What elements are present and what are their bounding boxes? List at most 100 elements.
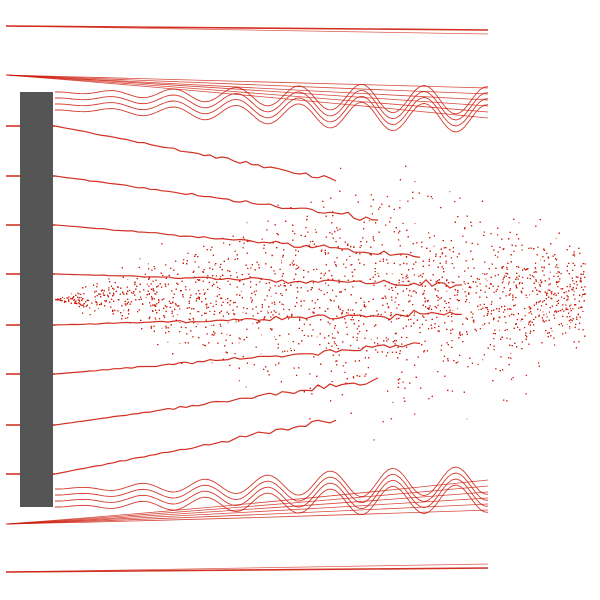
particle xyxy=(405,278,407,280)
particle xyxy=(569,328,571,330)
particle xyxy=(573,291,575,293)
particle xyxy=(260,334,262,336)
particle xyxy=(555,237,557,239)
particle xyxy=(510,352,512,354)
particle xyxy=(551,330,553,332)
particle xyxy=(466,418,468,420)
particle xyxy=(236,272,238,274)
particle xyxy=(280,260,282,262)
particle xyxy=(581,296,583,298)
particle xyxy=(468,302,470,304)
particle xyxy=(211,362,213,364)
particle xyxy=(538,282,540,284)
particle xyxy=(529,294,531,296)
particle xyxy=(277,363,279,365)
particle xyxy=(281,262,283,264)
particle xyxy=(472,320,474,322)
particle xyxy=(238,342,240,344)
particle xyxy=(94,299,96,301)
particle xyxy=(526,297,528,299)
particle xyxy=(570,322,572,324)
particle xyxy=(97,308,99,310)
particle xyxy=(227,322,229,324)
particle xyxy=(260,353,262,355)
particle xyxy=(161,327,163,329)
particle xyxy=(139,258,141,260)
particle xyxy=(171,302,173,304)
particle xyxy=(245,386,247,388)
particle xyxy=(189,289,191,291)
particle xyxy=(349,309,351,311)
particle xyxy=(62,296,64,298)
particle xyxy=(198,311,200,313)
particle xyxy=(287,350,289,352)
particle xyxy=(370,338,372,340)
particle xyxy=(306,218,308,220)
particle xyxy=(392,401,394,403)
particle xyxy=(151,325,153,327)
particle xyxy=(230,300,232,302)
particle xyxy=(77,292,79,294)
particle xyxy=(449,191,451,193)
particle xyxy=(271,328,273,330)
particle xyxy=(123,309,125,311)
particle xyxy=(240,290,242,292)
particle xyxy=(446,290,448,292)
particle xyxy=(290,347,292,349)
particle xyxy=(179,342,181,344)
particle xyxy=(508,277,510,279)
particle xyxy=(368,220,370,222)
particle xyxy=(518,222,520,224)
particle xyxy=(431,198,433,200)
particle xyxy=(350,264,352,266)
particle xyxy=(539,309,541,311)
particle xyxy=(449,310,451,312)
particle xyxy=(545,313,547,315)
particle xyxy=(452,310,454,312)
particle xyxy=(145,297,147,299)
particle xyxy=(503,277,505,279)
particle xyxy=(337,330,339,332)
particle xyxy=(520,320,522,322)
particle xyxy=(485,278,487,280)
particle xyxy=(235,321,237,323)
particle xyxy=(202,289,204,291)
particle xyxy=(167,341,169,343)
particle xyxy=(486,280,488,282)
particle xyxy=(214,264,216,266)
particle xyxy=(399,200,401,202)
particle xyxy=(347,312,349,314)
particle xyxy=(197,323,199,325)
particle xyxy=(179,322,181,324)
particle xyxy=(391,273,393,275)
particle xyxy=(316,336,318,338)
particle xyxy=(556,283,558,285)
particle xyxy=(556,273,558,275)
particle xyxy=(147,263,149,265)
particle xyxy=(414,181,416,183)
particle xyxy=(267,310,269,312)
particle-cloud xyxy=(55,165,586,441)
particle xyxy=(482,359,484,361)
particle xyxy=(503,274,505,276)
particle xyxy=(482,273,484,275)
particle xyxy=(246,222,248,224)
particle xyxy=(542,311,544,313)
particle xyxy=(63,297,65,299)
particle xyxy=(225,298,227,300)
particle xyxy=(67,298,69,300)
particle xyxy=(205,305,207,307)
particle xyxy=(238,380,240,382)
particle xyxy=(478,309,480,311)
particle xyxy=(536,271,538,273)
particle xyxy=(127,278,129,280)
particle xyxy=(274,336,276,338)
particle xyxy=(285,290,287,292)
particle xyxy=(540,259,542,261)
particle xyxy=(177,314,179,316)
particle xyxy=(242,311,244,313)
particle xyxy=(105,301,107,303)
particle xyxy=(270,295,272,297)
particle xyxy=(211,324,213,326)
